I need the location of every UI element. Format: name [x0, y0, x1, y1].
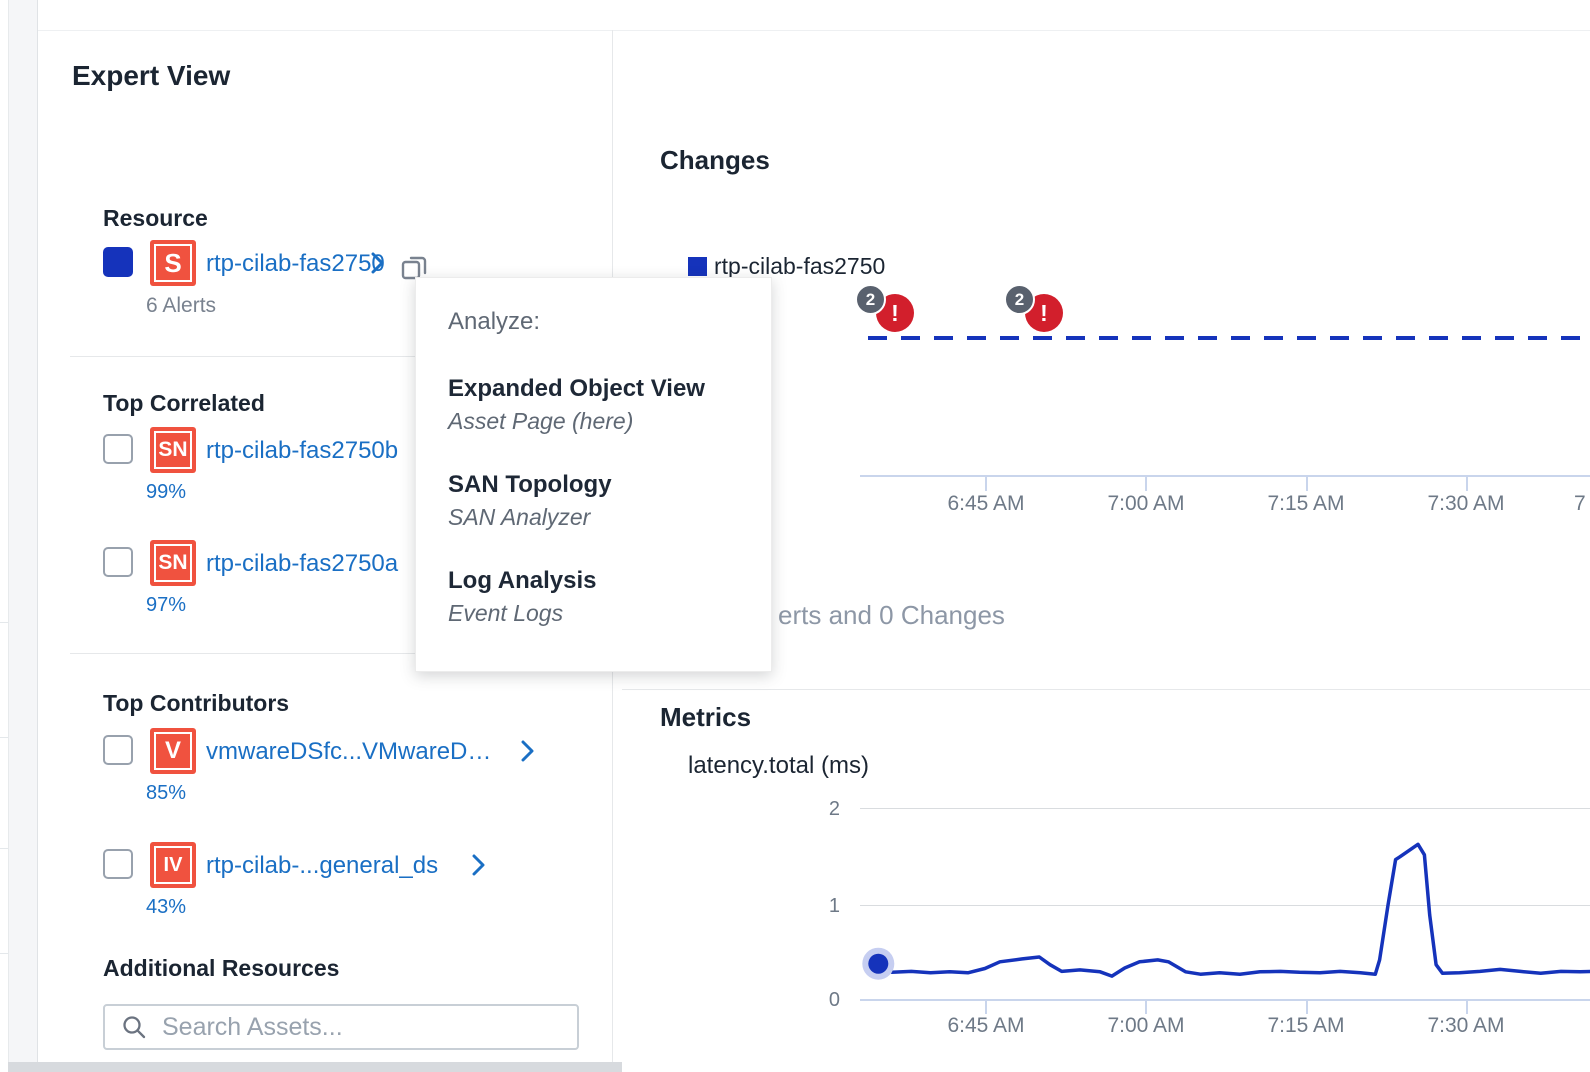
- top-contributors-heading: Top Contributors: [103, 690, 290, 716]
- volume-asset-icon: IV: [150, 842, 196, 888]
- additional-resources-heading: Additional Resources: [103, 955, 340, 981]
- asset-icon-letter: IV: [163, 853, 183, 876]
- axis-tick: [1145, 1001, 1147, 1014]
- search-input[interactable]: [162, 1012, 552, 1042]
- changes-x-axis: [860, 475, 1590, 477]
- correlated-checkbox-0[interactable]: [103, 434, 133, 464]
- changes-x-tick-label: 7:15 AM: [1267, 492, 1345, 515]
- asset-icon-letter: S: [164, 247, 182, 278]
- contributor-link-1[interactable]: rtp-cilab-...general_ds: [206, 852, 439, 879]
- alert-count-badge: 2: [1004, 284, 1035, 315]
- asset-search-box[interactable]: [103, 1004, 579, 1050]
- contributor-link-0[interactable]: vmwareDSfc...VMwareD…: [206, 738, 492, 765]
- analyze-popup-title: Analyze:: [448, 308, 541, 335]
- axis-tick: [1306, 477, 1308, 491]
- metrics-y-tick-label: 1: [828, 895, 840, 917]
- gridline: [860, 905, 1590, 906]
- axis-tick: [985, 1001, 987, 1014]
- axis-tick: [985, 477, 987, 491]
- chevron-right-icon[interactable]: [472, 854, 486, 876]
- correlated-percent-1: 97%: [146, 594, 187, 616]
- changes-x-tick-label: 7:30 AM: [1427, 492, 1505, 515]
- alert-badge-group[interactable]: ! 2: [855, 284, 917, 334]
- changes-timeline: [868, 336, 1590, 340]
- legend-swatch: [688, 257, 707, 276]
- node-asset-icon: SN: [150, 427, 196, 473]
- metrics-y-tick-label: 2: [828, 798, 840, 820]
- metrics-x-axis: [860, 999, 1590, 1001]
- changes-x-tick-label: 7:00 AM: [1107, 492, 1185, 515]
- alert-icon: !: [1025, 294, 1063, 332]
- alerts-changes-summary: erts and 0 Changes: [778, 600, 1005, 630]
- correlated-link-0[interactable]: rtp-cilab-fas2750b: [206, 437, 399, 464]
- axis-tick: [1306, 1001, 1308, 1014]
- changes-x-tick-label-partial: 7: [1574, 492, 1586, 515]
- horizontal-scrollbar[interactable]: [8, 1062, 622, 1072]
- contributor-checkbox-0[interactable]: [103, 735, 133, 765]
- resource-heading: Resource: [103, 205, 208, 231]
- series-start-dot: [868, 953, 889, 974]
- background-row-line: [0, 737, 8, 738]
- legend-label: rtp-cilab-fas2750: [714, 253, 886, 279]
- section-divider: [70, 653, 592, 654]
- asset-icon-letter: SN: [158, 551, 188, 574]
- top-correlated-heading: Top Correlated: [103, 390, 265, 416]
- asset-icon-letter: V: [164, 737, 181, 764]
- axis-tick: [1466, 1001, 1468, 1014]
- section-divider: [622, 689, 1590, 690]
- axis-tick: [1145, 477, 1147, 491]
- popup-option-expanded-object-view[interactable]: Expanded Object View Asset Page (here): [448, 375, 705, 434]
- changes-heading: Changes: [660, 145, 770, 175]
- background-row-line: [0, 848, 8, 849]
- gridline: [860, 808, 1590, 809]
- popup-option-san-topology[interactable]: SAN Topology SAN Analyzer: [448, 471, 612, 530]
- background-row-line: [0, 622, 8, 623]
- correlated-checkbox-1[interactable]: [103, 547, 133, 577]
- contributor-percent-0: 85%: [146, 782, 187, 804]
- storage-asset-icon: S: [150, 240, 196, 286]
- changes-x-tick-label: 6:45 AM: [947, 492, 1025, 515]
- series-start-halo: [862, 947, 895, 980]
- resource-link[interactable]: rtp-cilab-fas2750: [206, 250, 385, 277]
- resource-alert-count: 6 Alerts: [146, 294, 217, 317]
- copy-icon[interactable]: [399, 253, 429, 283]
- metrics-x-tick-label: 7:30 AM: [1427, 1014, 1505, 1037]
- metrics-heading: Metrics: [660, 702, 752, 732]
- resource-checkbox[interactable]: [103, 247, 133, 277]
- alert-badge-group[interactable]: ! 2: [1004, 284, 1066, 334]
- metrics-x-tick-label: 7:00 AM: [1107, 1014, 1185, 1037]
- metric-chart-title: latency.total (ms): [688, 752, 869, 779]
- page-title: Expert View: [72, 60, 231, 91]
- contributor-checkbox-1[interactable]: [103, 849, 133, 879]
- section-divider: [70, 356, 592, 357]
- popup-option-log-analysis[interactable]: Log Analysis Event Logs: [448, 567, 597, 626]
- node-asset-icon: SN: [150, 540, 196, 586]
- panel-top-border: [38, 30, 1590, 31]
- correlated-percent-0: 99%: [146, 481, 187, 503]
- contributor-percent-1: 43%: [146, 896, 187, 918]
- alert-count-badge: 2: [855, 284, 886, 315]
- metrics-y-tick-label: 0: [828, 989, 840, 1011]
- search-icon: [123, 1015, 146, 1038]
- vm-asset-icon: V: [150, 728, 196, 774]
- correlated-link-1[interactable]: rtp-cilab-fas2750a: [206, 550, 399, 577]
- metrics-x-tick-label: 6:45 AM: [947, 1014, 1025, 1037]
- background-row-line: [0, 953, 8, 954]
- axis-tick: [1466, 477, 1468, 491]
- chevron-right-icon[interactable]: [371, 252, 385, 274]
- chevron-right-icon[interactable]: [521, 740, 535, 762]
- left-gutter: [8, 0, 38, 1072]
- asset-icon-letter: SN: [158, 438, 188, 461]
- analyze-popup: Analyze: Expanded Object View Asset Page…: [415, 277, 772, 672]
- metrics-x-tick-label: 7:15 AM: [1267, 1014, 1345, 1037]
